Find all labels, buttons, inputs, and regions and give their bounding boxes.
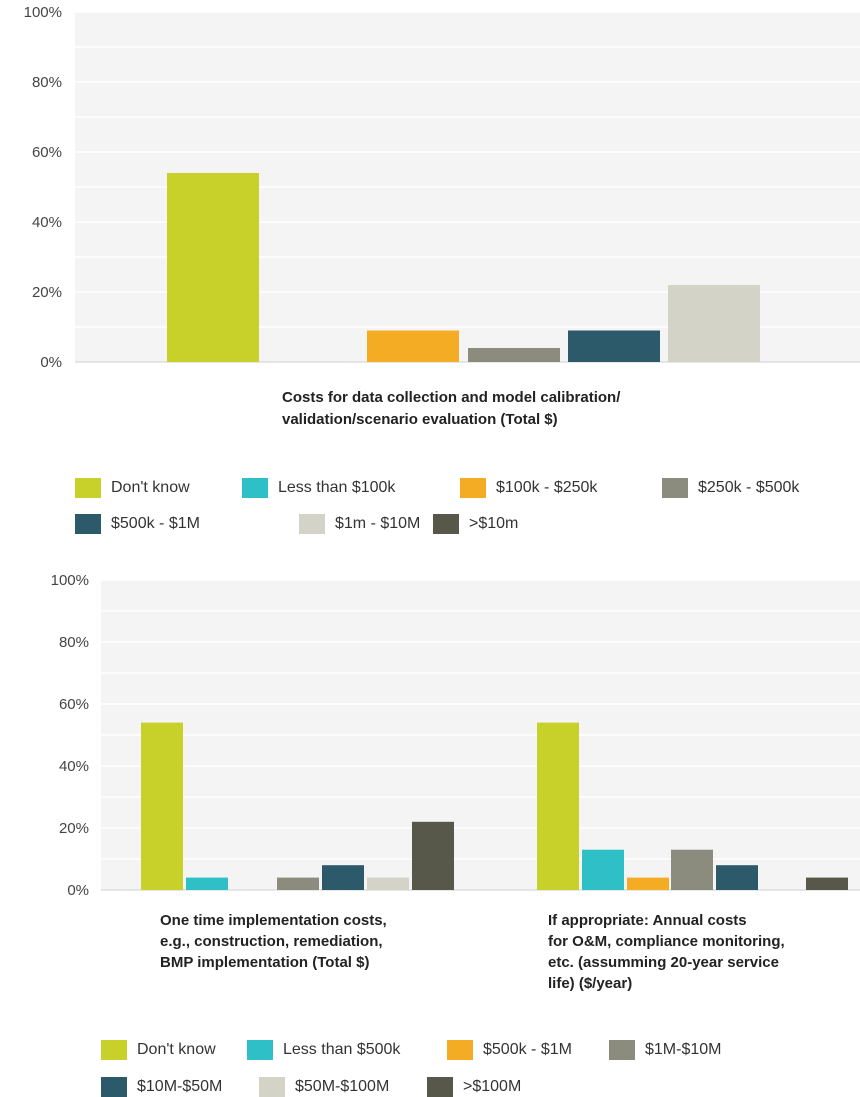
legend-swatch (609, 1040, 635, 1060)
legend-swatch (247, 1040, 273, 1060)
y-tick-label: 100% (24, 4, 62, 21)
legend-swatch (427, 1077, 453, 1097)
legend-swatch (662, 478, 688, 498)
legend-label: Don't know (111, 479, 190, 496)
y-tick-label: 20% (59, 820, 89, 837)
legend-label: $50M-$100M (295, 1078, 390, 1095)
legend-label: $500k - $1M (483, 1041, 572, 1058)
bar (141, 722, 183, 890)
legend-label: $1m - $10M (335, 515, 421, 532)
legend-label: Don't know (137, 1041, 216, 1058)
legend-swatch (460, 478, 486, 498)
category-label: One time implementation costs, (160, 912, 387, 929)
category-label: Costs for data collection and model cali… (282, 389, 621, 406)
legend-label: $1M-$10M (645, 1041, 722, 1058)
legend-swatch (299, 514, 325, 534)
category-label: If appropriate: Annual costs (548, 912, 747, 929)
y-tick-label: 0% (40, 354, 62, 371)
legend-label: $100k - $250k (496, 479, 598, 496)
bar (671, 849, 713, 890)
bar (412, 821, 454, 890)
bar (468, 348, 560, 362)
y-tick-label: 100% (51, 572, 89, 589)
y-tick-label: 80% (59, 634, 89, 651)
y-tick-label: 60% (59, 696, 89, 713)
legend-swatch (242, 478, 268, 498)
y-tick-label: 80% (32, 74, 62, 91)
bar (627, 877, 669, 890)
legend-label: Less than $100k (278, 479, 396, 496)
legend-swatch (75, 514, 101, 534)
legend-swatch (259, 1077, 285, 1097)
legend-swatch (75, 478, 101, 498)
bar (806, 877, 848, 890)
category-label: life) ($/year) (548, 975, 632, 992)
bar (582, 849, 624, 890)
bar (367, 330, 459, 362)
bar (568, 330, 660, 362)
chart-1: 0% 20% 40% 60% 80% 100% Costs for data collect… (24, 4, 860, 428)
y-tick-label: 40% (32, 214, 62, 231)
legend-label: $250k - $500k (698, 479, 800, 496)
legend-swatch (101, 1077, 127, 1097)
legend-swatch (101, 1040, 127, 1060)
bar (367, 877, 409, 890)
category-label: etc. (assumming 20-year service (548, 954, 779, 971)
bar (186, 877, 228, 890)
legend-swatch (447, 1040, 473, 1060)
category-label: BMP implementation (Total $) (160, 954, 369, 971)
category-label: e.g., construction, remediation, (160, 933, 383, 950)
y-tick-label: 40% (59, 758, 89, 775)
bar (668, 285, 760, 362)
legend-label: >$10m (469, 515, 519, 532)
legend-label: Less than $500k (283, 1041, 401, 1058)
category-label: for O&M, compliance monitoring, (548, 933, 785, 950)
legend-label: $500k - $1M (111, 515, 200, 532)
bar (716, 865, 758, 890)
y-tick-label: 0% (67, 882, 89, 899)
category-label: validation/scenario evaluation (Total $) (282, 411, 558, 428)
bar (167, 173, 259, 362)
legend-label: >$100M (463, 1078, 522, 1095)
legend-label: $10M-$50M (137, 1078, 223, 1095)
chart-2: 0% 20% 40% 60% 80% 100% One time implementatio… (51, 572, 860, 992)
legend-swatch (433, 514, 459, 534)
bar (537, 722, 579, 890)
bar (277, 877, 319, 890)
bar (322, 865, 364, 890)
y-tick-label: 20% (32, 284, 62, 301)
y-tick-label: 60% (32, 144, 62, 161)
